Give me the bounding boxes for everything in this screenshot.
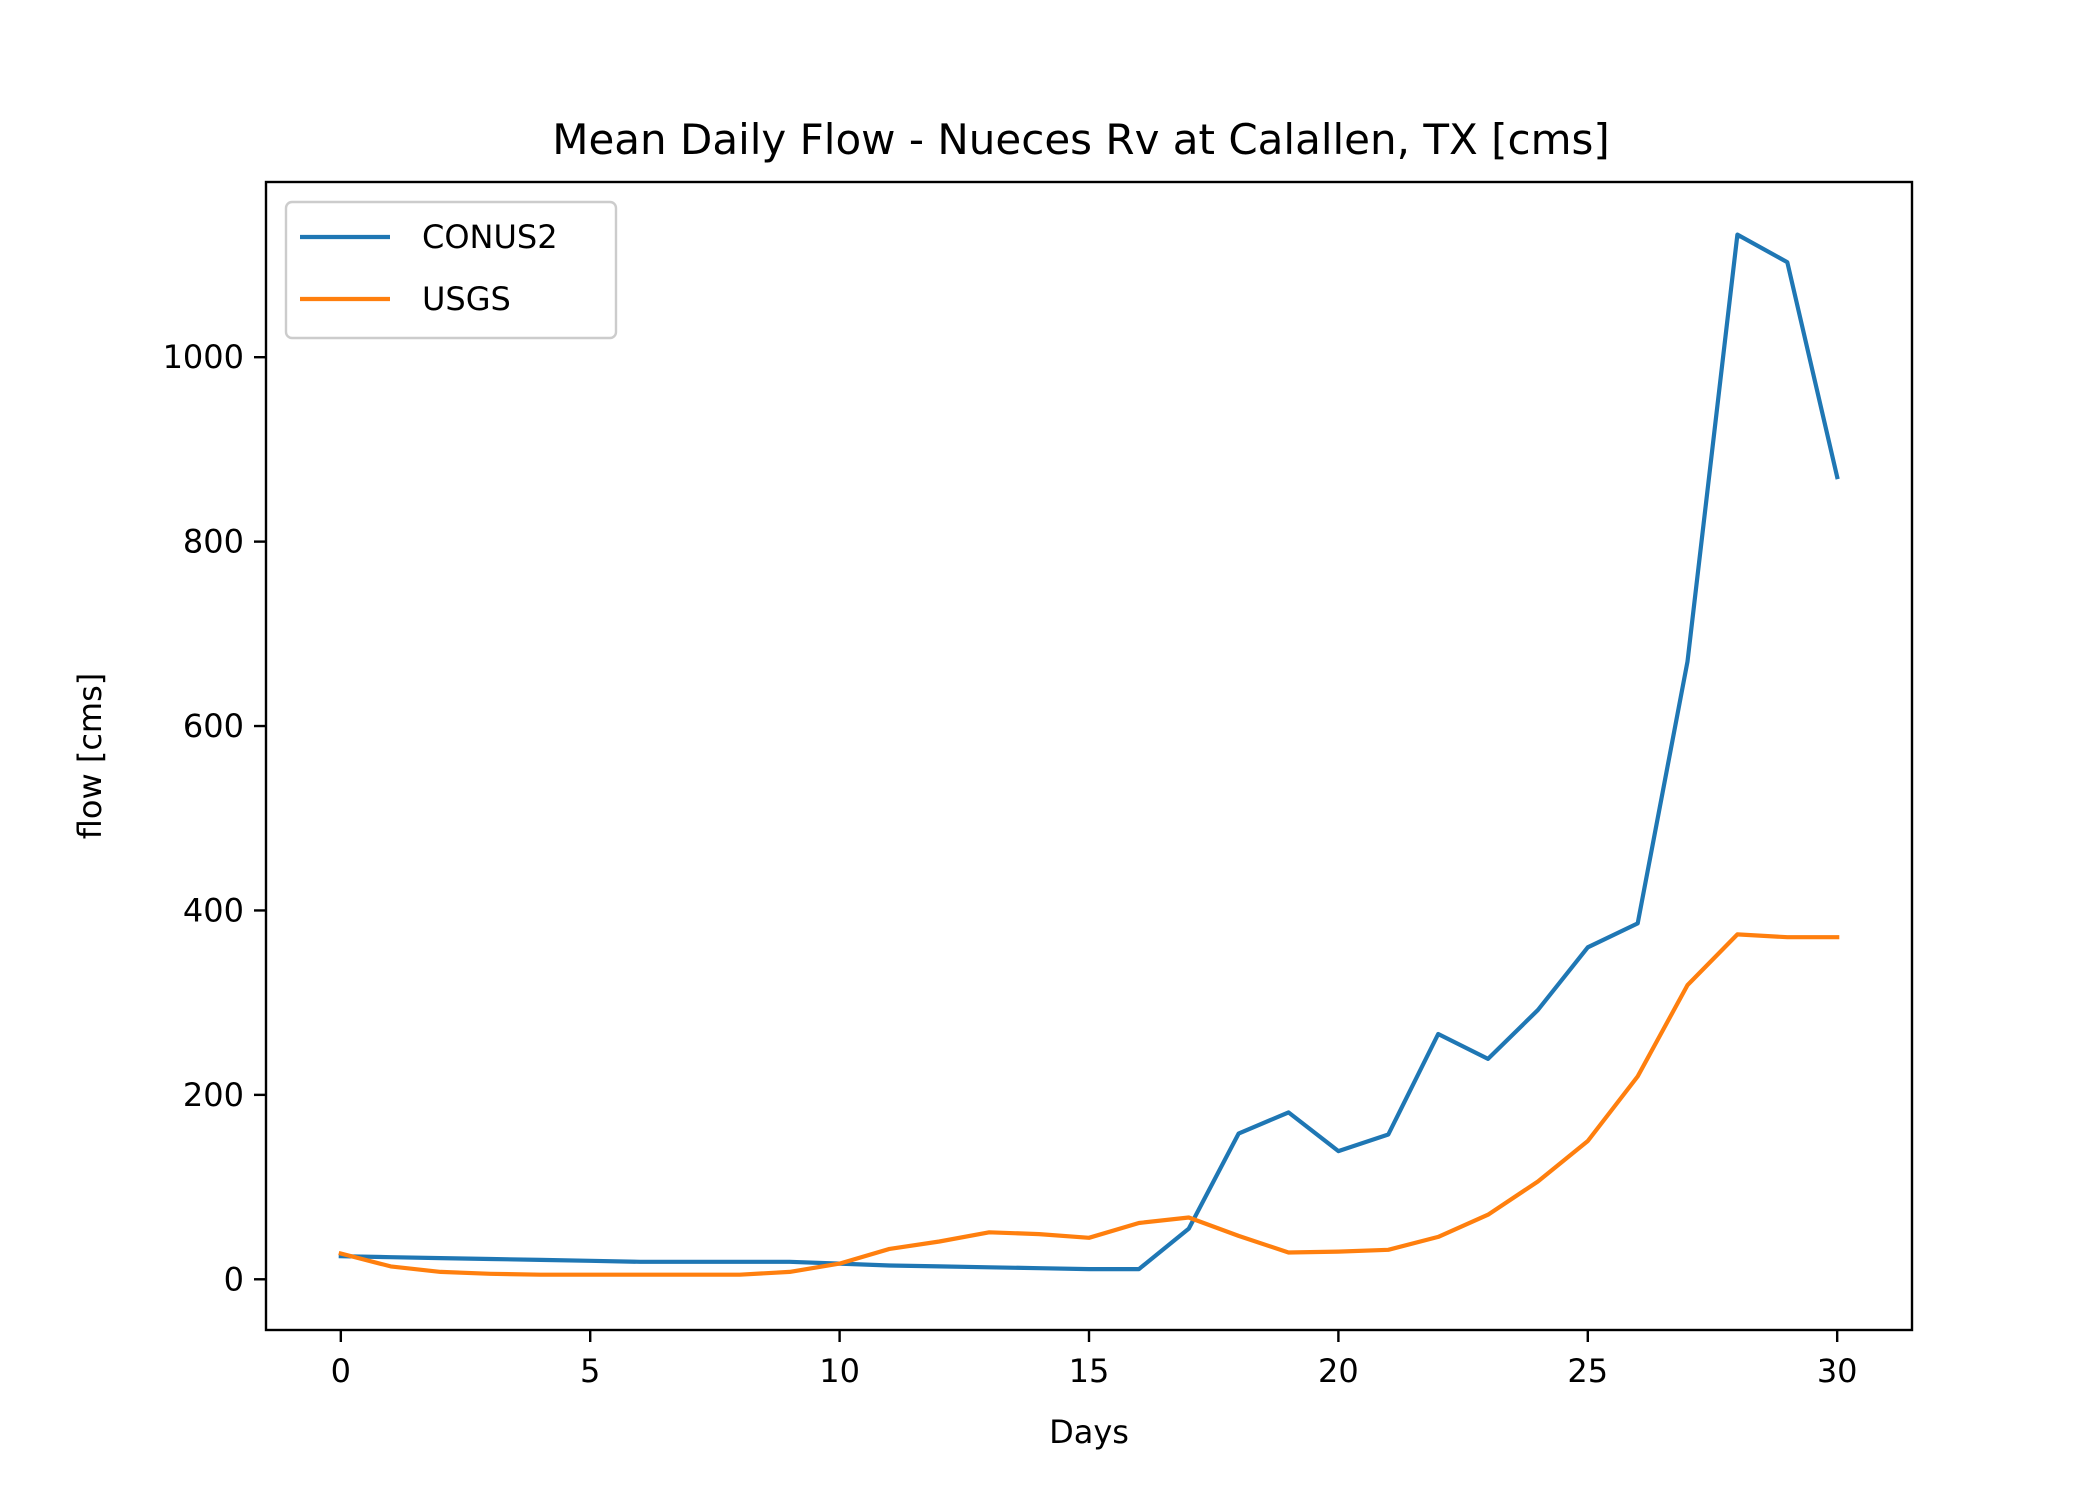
y-axis-label: flow [cms] [71,673,109,839]
legend-label-1: USGS [422,280,511,318]
plot-series [338,232,1840,1277]
chart-title: Mean Daily Flow - Nueces Rv at Calallen,… [552,115,1610,164]
x-axis: 0 5 10 15 20 25 30 [331,1330,1858,1390]
series-line-1 [338,932,1840,1277]
y-tick-label-0: 0 [224,1260,244,1298]
y-tick-label-4: 800 [183,523,244,561]
legend-label-0: CONUS2 [422,218,558,256]
legend: CONUS2 USGS [284,200,618,340]
plot-frame [264,180,1914,1332]
x-axis-label: Days [1049,1413,1129,1451]
series-line-0 [338,232,1840,1272]
x-tick-label-0: 0 [331,1352,351,1390]
x-tick-label-4: 20 [1318,1352,1359,1390]
y-tick-label-3: 600 [183,707,244,745]
y-axis: 0 200 400 600 800 1000 [163,338,266,1298]
y-tick-label-1: 200 [183,1076,244,1114]
x-tick-label-1: 5 [580,1352,600,1390]
y-tick-label-5: 1000 [163,338,244,376]
x-tick-label-6: 30 [1817,1352,1858,1390]
x-tick-label-5: 25 [1567,1352,1608,1390]
y-tick-label-2: 400 [183,891,244,929]
x-tick-label-3: 15 [1069,1352,1110,1390]
x-tick-label-2: 10 [819,1352,860,1390]
